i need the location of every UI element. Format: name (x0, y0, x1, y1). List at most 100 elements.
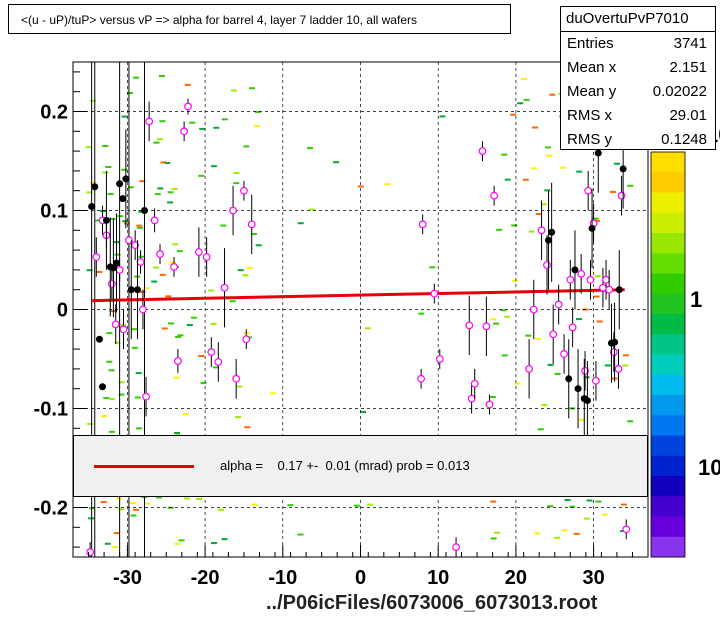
heat-cell (523, 98, 530, 101)
palette-cell (651, 435, 685, 457)
stats-name: duOvertuPvP7010 (561, 7, 715, 32)
open-marker (194, 248, 203, 256)
heat-cell (622, 364, 629, 367)
stats-value: 2.151 (669, 59, 707, 76)
heat-cell (532, 126, 539, 129)
open-marker (184, 102, 192, 111)
heat-cell (306, 147, 313, 150)
y-tick-label: -0.1 (34, 399, 68, 421)
heat-cell (89, 181, 96, 184)
heat-cell (493, 531, 500, 534)
heat-cell (297, 533, 304, 536)
filled-marker (571, 266, 579, 274)
heat-cell (384, 183, 391, 186)
heat-cell (133, 508, 140, 511)
heat-cell (119, 324, 126, 327)
heat-cell (114, 341, 121, 344)
heat-cell (357, 185, 364, 188)
open-marker (247, 220, 256, 229)
open-marker (242, 335, 251, 344)
grid-lines (73, 62, 648, 557)
heat-cell (151, 280, 158, 283)
filled-marker (95, 335, 103, 343)
filled-marker (594, 149, 602, 157)
heat-cell (243, 145, 250, 148)
heat-cell (134, 396, 141, 399)
open-marker (180, 127, 189, 136)
open-marker (554, 300, 563, 309)
open-marker (119, 325, 128, 334)
heat-cell (213, 366, 220, 369)
heat-cell (490, 318, 497, 321)
open-marker (467, 394, 476, 403)
heat-cell (167, 322, 174, 325)
heat-cell (158, 75, 165, 78)
heat-cell (175, 335, 182, 338)
palette-frame (650, 151, 686, 558)
heat-cell (623, 354, 630, 357)
palette-cell (651, 233, 685, 254)
palette-cell (651, 334, 685, 355)
filled-marker (583, 397, 591, 405)
heat-cell (208, 289, 215, 292)
x-tick-label: 30 (582, 567, 604, 589)
heat-cell (489, 396, 496, 399)
heat-cell (490, 500, 497, 503)
palette-cell (651, 152, 685, 173)
heat-cell (235, 416, 242, 419)
heat-cell (254, 110, 261, 113)
open-marker (485, 400, 494, 409)
open-marker (173, 357, 182, 365)
heat-cell (127, 186, 134, 189)
heat-cell (233, 171, 240, 174)
heat-cell (122, 220, 129, 223)
heat-cell (105, 165, 112, 168)
heat-cell (514, 382, 521, 385)
heat-cell (545, 146, 552, 149)
stats-value: 0.1248 (661, 131, 707, 148)
open-marker (549, 330, 558, 339)
heat-cell (211, 542, 218, 545)
open-marker (150, 216, 159, 225)
stats-row: Entries 3741 (561, 32, 715, 56)
palette-cell (651, 172, 685, 193)
open-marker (92, 253, 101, 261)
heat-cell (121, 115, 128, 118)
heat-cell (135, 372, 142, 375)
palette-cell (651, 476, 685, 497)
heat-cell (511, 279, 518, 282)
fit-line (92, 288, 625, 303)
heat-cell (220, 224, 227, 227)
open-marker (86, 548, 94, 556)
open-marker (125, 236, 133, 245)
open-marker (220, 283, 229, 292)
open-marker (229, 206, 237, 215)
open-marker (525, 365, 534, 373)
filled-marker (133, 286, 141, 294)
open-marker (470, 379, 479, 388)
heat-cell (118, 393, 125, 396)
heat-cell (159, 273, 166, 276)
heat-cell (109, 310, 116, 313)
heat-cell (129, 502, 136, 505)
stats-value: 0.02022 (652, 83, 707, 100)
filled-marker (565, 375, 573, 383)
x-tick-label: -10 (268, 567, 297, 589)
heat-cell (210, 165, 217, 168)
open-marker (435, 355, 444, 363)
open-marker (430, 289, 439, 298)
palette-cell (651, 374, 685, 396)
stats-row: RMS y 0.1248 (561, 128, 715, 152)
open-marker (107, 279, 116, 288)
heat-cell (490, 537, 497, 540)
stats-box: duOvertuPvP7010 Entries 3741 Mean x 2.151 … (560, 6, 716, 150)
heat-cell (106, 332, 113, 335)
heat-cell (157, 138, 164, 141)
heat-cell (360, 410, 367, 413)
heat-cell (504, 315, 511, 318)
stats-label: Mean x (567, 59, 617, 76)
heat-cell (210, 322, 217, 325)
palette-cell (651, 293, 685, 315)
heat-cell (287, 504, 294, 507)
heat-cell (182, 413, 189, 416)
